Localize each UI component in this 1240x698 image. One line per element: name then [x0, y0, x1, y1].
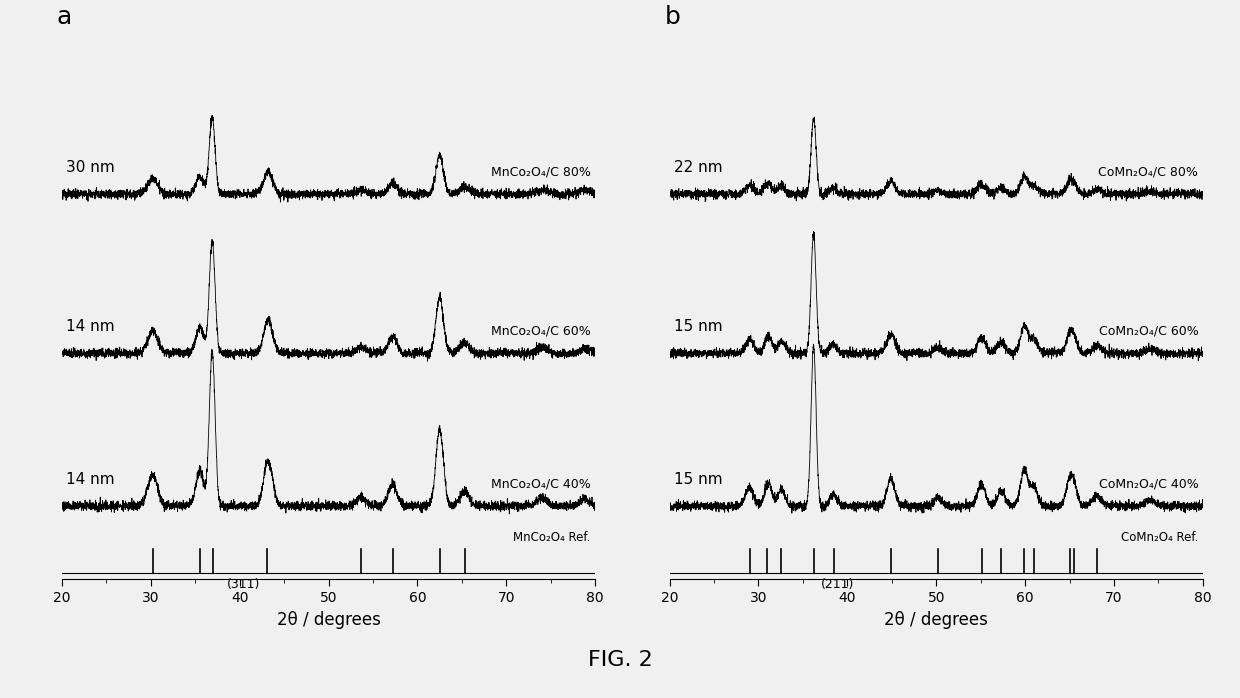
- X-axis label: 2θ / degrees: 2θ / degrees: [884, 611, 988, 629]
- Text: MnCo₂O₄ Ref.: MnCo₂O₄ Ref.: [513, 531, 590, 544]
- Text: a: a: [57, 6, 72, 29]
- Text: 15 nm: 15 nm: [675, 319, 723, 334]
- Text: 14 nm: 14 nm: [67, 472, 115, 487]
- Text: MnCo₂O₄/C 80%: MnCo₂O₄/C 80%: [491, 165, 590, 178]
- Text: (311): (311): [227, 578, 260, 591]
- Text: FIG. 2: FIG. 2: [588, 650, 652, 670]
- Text: MnCo₂O₄/C 40%: MnCo₂O₄/C 40%: [491, 477, 590, 490]
- Text: 15 nm: 15 nm: [675, 472, 723, 487]
- X-axis label: 2θ / degrees: 2θ / degrees: [277, 611, 381, 629]
- Text: b: b: [665, 6, 681, 29]
- Text: CoMn₂O₄/C 40%: CoMn₂O₄/C 40%: [1099, 477, 1198, 490]
- Text: CoMn₂O₄ Ref.: CoMn₂O₄ Ref.: [1121, 531, 1198, 544]
- Text: 14 nm: 14 nm: [67, 319, 115, 334]
- Text: MnCo₂O₄/C 60%: MnCo₂O₄/C 60%: [491, 325, 590, 337]
- Text: (211): (211): [821, 578, 854, 591]
- Text: CoMn₂O₄/C 60%: CoMn₂O₄/C 60%: [1099, 325, 1198, 337]
- Text: 30 nm: 30 nm: [67, 160, 115, 175]
- Text: CoMn₂O₄/C 80%: CoMn₂O₄/C 80%: [1099, 165, 1198, 178]
- Text: 22 nm: 22 nm: [675, 160, 723, 175]
